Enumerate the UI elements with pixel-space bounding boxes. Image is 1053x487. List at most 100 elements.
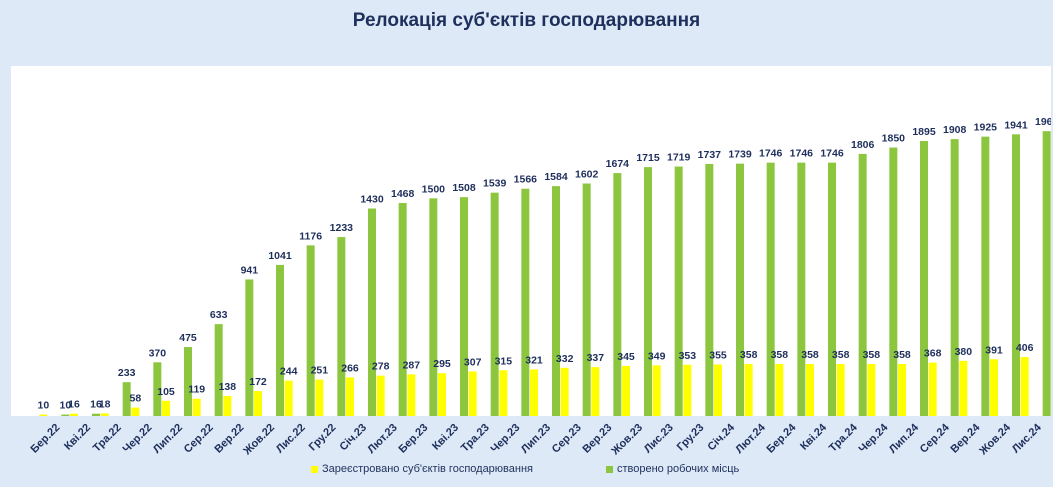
bar-jobs-29 [950, 139, 959, 416]
data-label-registered-11: 278 [372, 361, 390, 373]
bar-jobs-25 [828, 162, 836, 416]
x-tick-label-28: Лип.24 [887, 421, 922, 456]
plot-area: 10 10 16 16 18 233 58 370 105 475 119 633 138 941 172 1… [11, 66, 1051, 416]
bar-registered-2 [100, 413, 109, 416]
bar-registered-1 [70, 413, 78, 416]
data-label-registered-27: 358 [863, 349, 881, 361]
data-label-jobs-25: 1746 [820, 148, 844, 160]
data-label-registered-21: 353 [679, 350, 697, 362]
bar-registered-4 [162, 400, 170, 416]
bar-registered-30 [959, 360, 968, 416]
data-label-registered-30: 380 [955, 346, 973, 358]
data-label-jobs-30: 1925 [974, 122, 998, 134]
data-label-jobs-20: 1719 [667, 152, 691, 164]
data-label-jobs-3: 370 [149, 347, 167, 359]
data-label-jobs-23: 1746 [759, 148, 783, 160]
chart-title: Релокація суб'єктів господарювання [352, 10, 701, 31]
bar-jobs-7 [276, 264, 284, 416]
data-label-registered-16: 321 [525, 354, 543, 366]
data-label-jobs-29: 1908 [943, 124, 967, 136]
data-label-jobs-16: 1584 [544, 171, 568, 183]
data-label-registered-6: 138 [219, 381, 237, 393]
data-label-registered-4: 105 [157, 386, 175, 398]
x-tick-label-15: Чер.23 [489, 422, 523, 456]
data-label-jobs-18: 1674 [606, 158, 630, 170]
bar-registered-13 [438, 373, 446, 416]
data-label-jobs-2: 233 [118, 367, 136, 379]
legend-label-registered: Зареєстровано суб'єктів господарювання [322, 463, 533, 475]
data-label-registered-17: 332 [556, 353, 574, 365]
data-label-jobs-10: 1430 [360, 193, 384, 205]
data-label-jobs-26: 1806 [851, 139, 875, 151]
data-label-jobs-13: 1508 [452, 182, 476, 194]
legend-swatch-registered [311, 465, 318, 473]
bar-registered-14 [468, 371, 477, 416]
x-tick-label-21: Гру.23 [675, 422, 707, 454]
data-label-registered-13: 295 [433, 358, 451, 370]
bar-jobs-26 [858, 153, 867, 416]
data-label-registered-25: 358 [801, 349, 819, 361]
bar-registered-9 [315, 379, 324, 416]
bar-registered-20 [652, 365, 661, 416]
bar-jobs-3 [153, 362, 162, 416]
x-tick-label-19: Жов.23 [609, 422, 645, 458]
bar-jobs-24 [797, 162, 806, 416]
data-label-registered-10: 266 [341, 362, 359, 374]
x-tick-label-1: Кві.22 [62, 422, 93, 453]
bar-jobs-14 [490, 192, 499, 416]
x-tick-label-4: Лип.22 [151, 422, 185, 456]
bar-registered-21 [683, 364, 692, 416]
data-label-jobs-8: 1176 [299, 230, 322, 242]
data-label-jobs-27: 1850 [882, 133, 906, 145]
bar-registered-11 [376, 375, 385, 416]
bar-registered-28 [898, 364, 906, 416]
bar-jobs-13 [460, 197, 468, 416]
data-label-registered-26: 358 [832, 349, 850, 361]
bar-jobs-6 [245, 279, 254, 416]
data-label-jobs-31: 1941 [1004, 119, 1028, 131]
data-label-registered-2: 18 [99, 398, 111, 410]
x-tick-label-24: Бер.24 [764, 421, 799, 456]
bar-registered-6 [223, 395, 232, 416]
bar-jobs-11 [398, 202, 407, 416]
data-label-jobs-0: 10 [59, 400, 71, 412]
data-label-jobs-1: 16 [90, 399, 102, 411]
x-tick-label-3: Чер.22 [121, 422, 155, 456]
x-tick-label-2: Тра.22 [91, 422, 124, 455]
bar-jobs-2 [122, 382, 131, 416]
x-tick-label-14: Тра.23 [459, 422, 492, 455]
data-label-registered-22: 355 [709, 349, 727, 361]
bar-registered-7 [254, 391, 262, 416]
data-label-registered-12: 287 [403, 359, 421, 371]
bar-registered-18 [591, 367, 600, 416]
x-tick-label-6: Вер.22 [212, 422, 246, 456]
x-tick-label-8: Лис.22 [274, 422, 308, 456]
bar-registered-17 [560, 367, 569, 416]
bar-jobs-8 [306, 245, 315, 416]
x-tick-label-9: Гру.22 [307, 422, 339, 454]
data-label-registered-18: 337 [587, 352, 605, 364]
x-tick-label-30: Вер.24 [948, 421, 983, 456]
bar-jobs-31 [1012, 134, 1020, 416]
legend-label-jobs: створено робочих місць [617, 463, 740, 475]
x-tick-label-17: Сер.23 [550, 422, 584, 456]
bar-jobs-9 [337, 237, 346, 416]
data-label-registered-29: 368 [924, 348, 942, 360]
data-label-registered-14: 307 [464, 356, 482, 368]
x-tick-label-13: Кві.23 [430, 422, 461, 453]
bar-jobs-30 [981, 136, 990, 416]
data-label-registered-5: 119 [188, 384, 205, 396]
bar-jobs-20 [674, 166, 683, 416]
bar-jobs-18 [613, 173, 622, 416]
x-tick-label-5: Сер.22 [182, 422, 216, 456]
data-label-jobs-24: 1746 [790, 148, 814, 160]
bar-jobs-1 [92, 413, 100, 416]
data-label-registered-19: 345 [617, 351, 635, 363]
data-label-jobs-19: 1715 [636, 152, 660, 164]
bar-registered-23 [744, 364, 753, 416]
x-tick-label-11: Лют.23 [365, 422, 399, 456]
x-tick-label-0: Бер.22 [28, 422, 62, 456]
bar-jobs-5 [214, 324, 223, 416]
data-label-jobs-15: 1566 [514, 174, 538, 186]
